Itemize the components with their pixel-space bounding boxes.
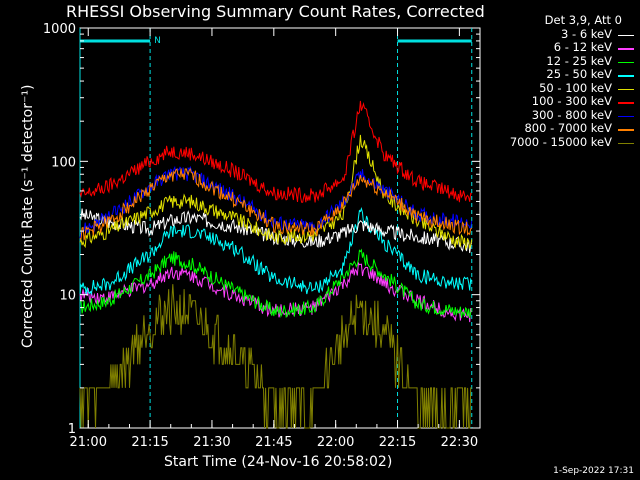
legend-label: 7000 - 15000 keV [509, 134, 612, 149]
x-tick-label: 21:30 [193, 435, 230, 450]
y-axis-label: Corrected Count Rate (s⁻¹ detector⁻¹) [20, 84, 36, 348]
legend-entry: 100 - 300 keV [486, 94, 636, 109]
legend-entry: 300 - 800 keV [486, 107, 636, 123]
legend-swatch [618, 115, 634, 117]
x-tick-label: 21:15 [131, 435, 168, 450]
legend-label: 100 - 300 keV [531, 94, 612, 108]
x-tick-label: 22:30 [441, 435, 478, 450]
series-line-6 [79, 100, 473, 203]
legend-swatch [618, 34, 634, 36]
series-line-2 [79, 261, 473, 323]
legend-label: 25 - 50 keV [546, 67, 612, 81]
series-line-8 [79, 168, 473, 241]
night-annotation: N [154, 36, 161, 46]
legend-swatch [618, 48, 634, 50]
x-tick-label: 21:00 [70, 435, 107, 450]
legend-entry: 25 - 50 keV [486, 67, 636, 82]
y-tick-label: 1 [68, 422, 76, 437]
legend-entry: 50 - 100 keV [486, 80, 636, 96]
series-line-1 [79, 208, 473, 254]
y-tick-label: 1000 [43, 22, 76, 37]
chart-title: RHESSI Observing Summary Count Rates, Co… [66, 2, 485, 21]
legend: Det 3,9, Att 0 3 - 6 keV 6 - 12 keV 12 - 2… [486, 13, 636, 150]
series-line-3 [79, 248, 473, 319]
legend-label: 3 - 6 keV [561, 26, 612, 41]
legend-label: 6 - 12 keV [553, 40, 612, 54]
legend-entry: 12 - 25 keV [486, 53, 636, 69]
legend-entry: 6 - 12 keV [486, 40, 636, 55]
legend-swatch [618, 129, 634, 131]
legend-swatch [618, 61, 634, 63]
legend-label: 800 - 7000 keV [524, 121, 612, 135]
legend-swatch [618, 102, 634, 104]
legend-swatch [618, 75, 634, 77]
x-tick-label: 22:00 [317, 435, 354, 450]
y-tick-label: 100 [51, 155, 76, 170]
legend-label: 300 - 800 keV [531, 107, 612, 122]
legend-swatch [618, 142, 634, 144]
series-line-5 [79, 134, 473, 251]
timestamp: 1-Sep-2022 17:31 [553, 466, 634, 476]
legend-entry: 800 - 7000 keV [486, 121, 636, 136]
legend-entry: 7000 - 15000 keV [486, 134, 636, 150]
legend-header: Det 3,9, Att 0 [544, 13, 622, 27]
series-line-4 [79, 206, 473, 296]
legend-swatch [618, 88, 634, 90]
legend-label: 12 - 25 keV [546, 53, 612, 68]
x-tick-label: 22:15 [379, 435, 416, 450]
series-line-9 [79, 284, 472, 429]
x-axis-label: Start Time (24-Nov-16 20:58:02) [164, 454, 393, 470]
x-tick-label: 21:45 [255, 435, 292, 450]
y-tick-label: 10 [59, 289, 76, 304]
legend-label: 50 - 100 keV [539, 80, 612, 95]
legend-entry: 3 - 6 keV [486, 26, 636, 42]
